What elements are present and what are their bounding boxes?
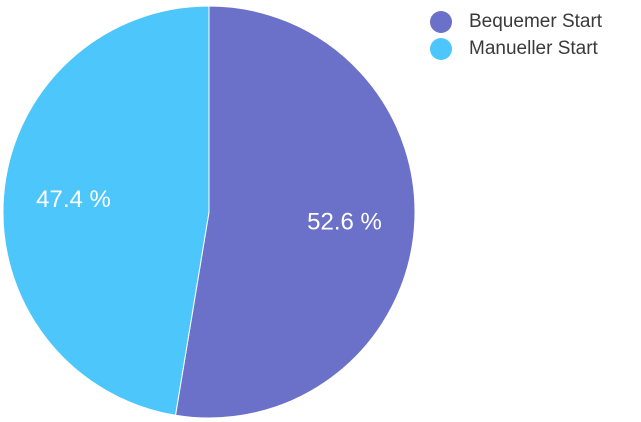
legend: Bequemer Start Manueller Start	[430, 8, 602, 62]
pie-slice-label: 47.4 %	[36, 186, 111, 213]
legend-item-manueller-start[interactable]: Manueller Start	[430, 35, 602, 62]
pie-slices	[2, 5, 416, 419]
pie-slice-bequemer-start[interactable]	[174, 5, 416, 419]
pie-labels: 52.6 % 47.4 %	[36, 186, 382, 235]
legend-swatch-icon	[430, 37, 452, 60]
pie-slice-manueller-start[interactable]	[2, 5, 210, 416]
legend-item-bequemer-start[interactable]: Bequemer Start	[430, 8, 602, 35]
legend-label: Bequemer Start	[469, 10, 603, 32]
pie-slice-label: 52.6 %	[307, 208, 382, 235]
legend-label: Manueller Start	[469, 37, 598, 59]
legend-swatch-icon	[430, 10, 452, 33]
